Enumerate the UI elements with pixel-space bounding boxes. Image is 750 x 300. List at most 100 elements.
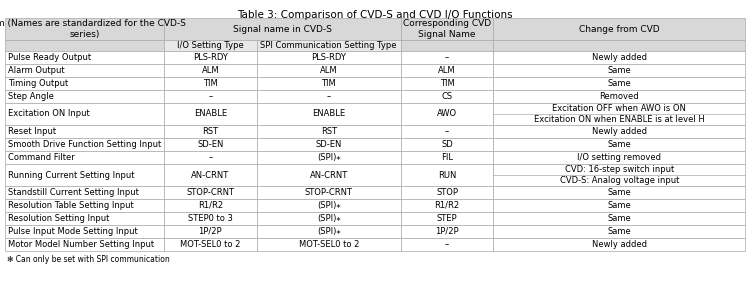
Text: Alarm Output: Alarm Output <box>8 66 64 75</box>
Bar <box>164 151 256 164</box>
Bar <box>164 90 256 103</box>
Text: Running Current Setting Input: Running Current Setting Input <box>8 170 134 179</box>
Text: Pulse Ready Output: Pulse Ready Output <box>8 53 92 62</box>
Bar <box>164 199 256 212</box>
Bar <box>401 151 494 164</box>
Bar <box>164 186 256 199</box>
Text: Newly added: Newly added <box>592 240 646 249</box>
Bar <box>5 51 164 64</box>
Text: Smooth Drive Function Setting Input: Smooth Drive Function Setting Input <box>8 140 161 149</box>
Text: Newly added: Newly added <box>592 127 646 136</box>
Text: R1/R2: R1/R2 <box>198 201 223 210</box>
Bar <box>401 138 494 151</box>
Bar <box>494 164 745 186</box>
Text: Reset Input: Reset Input <box>8 127 56 136</box>
Bar <box>164 164 256 186</box>
Bar <box>494 64 745 77</box>
Text: STOP: STOP <box>436 188 458 197</box>
Bar <box>494 138 745 151</box>
Text: TIM: TIM <box>321 79 336 88</box>
Text: Item (Names are standardized for the CVD-S
series): Item (Names are standardized for the CVD… <box>0 19 185 39</box>
Bar <box>494 212 745 225</box>
Bar <box>5 77 164 90</box>
Bar <box>164 51 256 64</box>
Text: Excitation OFF when AWO is ON: Excitation OFF when AWO is ON <box>552 104 686 113</box>
Bar <box>401 40 494 51</box>
Text: ✻ Can only be set with SPI communication: ✻ Can only be set with SPI communication <box>7 255 170 264</box>
Text: STEP: STEP <box>436 214 457 223</box>
Bar <box>256 64 401 77</box>
Bar <box>5 64 164 77</box>
Bar <box>256 212 401 225</box>
Text: Same: Same <box>608 188 631 197</box>
Text: Newly added: Newly added <box>592 53 646 62</box>
Text: I/O Setting Type: I/O Setting Type <box>177 41 244 50</box>
Bar <box>5 138 164 151</box>
Bar <box>494 186 745 199</box>
Bar <box>164 125 256 138</box>
Bar <box>256 125 401 138</box>
Text: Same: Same <box>608 66 631 75</box>
Text: –: – <box>445 53 449 62</box>
Text: Same: Same <box>608 79 631 88</box>
Bar <box>256 199 401 212</box>
Bar <box>401 90 494 103</box>
Text: ENABLE: ENABLE <box>194 110 227 118</box>
Text: Same: Same <box>608 201 631 210</box>
Text: ALM: ALM <box>320 66 338 75</box>
Text: Same: Same <box>608 140 631 149</box>
Bar <box>401 18 494 40</box>
Bar <box>164 238 256 251</box>
Text: Same: Same <box>608 214 631 223</box>
Bar <box>494 151 745 164</box>
Bar <box>401 103 494 125</box>
Text: (SPI)⁎: (SPI)⁎ <box>317 214 340 223</box>
Bar <box>164 64 256 77</box>
Bar <box>401 164 494 186</box>
Text: I/O setting removed: I/O setting removed <box>578 153 662 162</box>
Bar <box>5 90 164 103</box>
Bar <box>164 18 401 40</box>
Bar <box>494 18 745 40</box>
Text: PLS-RDY: PLS-RDY <box>311 53 346 62</box>
Text: SPI Communication Setting Type: SPI Communication Setting Type <box>260 41 397 50</box>
Text: –: – <box>445 127 449 136</box>
Bar <box>256 186 401 199</box>
Bar <box>5 225 164 238</box>
Bar <box>494 103 745 125</box>
Text: AN-CRNT: AN-CRNT <box>310 170 348 179</box>
Text: AWO: AWO <box>437 110 458 118</box>
Text: ALM: ALM <box>438 66 456 75</box>
Text: MOT-SEL0 to 2: MOT-SEL0 to 2 <box>180 240 241 249</box>
Text: Excitation ON Input: Excitation ON Input <box>8 110 90 118</box>
Bar <box>5 40 164 51</box>
Bar <box>5 125 164 138</box>
Text: Resolution Setting Input: Resolution Setting Input <box>8 214 109 223</box>
Text: TIM: TIM <box>203 79 217 88</box>
Bar <box>256 164 401 186</box>
Text: Motor Model Number Setting Input: Motor Model Number Setting Input <box>8 240 154 249</box>
Bar <box>401 77 494 90</box>
Text: MOT-SEL0 to 2: MOT-SEL0 to 2 <box>298 240 359 249</box>
Text: R1/R2: R1/R2 <box>434 201 460 210</box>
Bar <box>494 125 745 138</box>
Bar <box>401 51 494 64</box>
Text: SD-EN: SD-EN <box>197 140 223 149</box>
Bar <box>5 199 164 212</box>
Bar <box>164 77 256 90</box>
Text: SD-EN: SD-EN <box>316 140 342 149</box>
Bar <box>494 77 745 90</box>
Bar <box>256 77 401 90</box>
Bar <box>256 151 401 164</box>
Text: STEP0 to 3: STEP0 to 3 <box>188 214 232 223</box>
Text: –: – <box>445 240 449 249</box>
Text: CS: CS <box>442 92 453 101</box>
Text: (SPI)⁎: (SPI)⁎ <box>317 201 340 210</box>
Text: STOP-CRNT: STOP-CRNT <box>186 188 234 197</box>
Text: –: – <box>209 92 212 101</box>
Text: 1P/2P: 1P/2P <box>199 227 222 236</box>
Text: Step Angle: Step Angle <box>8 92 54 101</box>
Text: STOP-CRNT: STOP-CRNT <box>304 188 352 197</box>
Bar <box>256 90 401 103</box>
Text: FIL: FIL <box>441 153 453 162</box>
